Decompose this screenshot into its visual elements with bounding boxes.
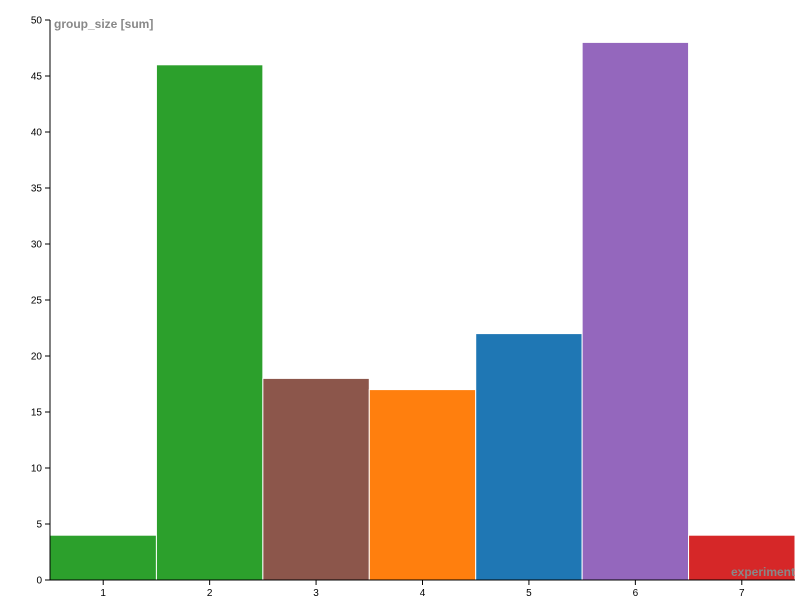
x-axis-title: experiment	[731, 565, 795, 579]
y-tick-label: 15	[31, 408, 43, 419]
x-tick-label: 6	[633, 588, 639, 599]
y-tick-label: 30	[31, 240, 43, 251]
y-tick-label: 0	[36, 576, 42, 587]
y-axis-title: group_size [sum]	[54, 17, 153, 31]
y-tick-label: 25	[31, 296, 43, 307]
y-tick-label: 40	[31, 128, 43, 139]
bar	[262, 377, 370, 581]
y-tick-label: 35	[31, 184, 43, 195]
bar	[475, 333, 583, 581]
y-tick-label: 45	[31, 72, 43, 83]
bar	[368, 389, 477, 581]
x-tick-label: 2	[207, 588, 213, 599]
y-tick-label: 20	[31, 352, 43, 363]
bar	[581, 41, 690, 581]
y-tick-label: 5	[36, 520, 42, 531]
y-tick-label: 10	[31, 464, 43, 475]
x-tick-label: 5	[526, 588, 532, 599]
x-tick-label: 7	[739, 588, 745, 599]
x-tick-label: 4	[420, 588, 426, 599]
bar	[49, 534, 157, 581]
x-tick-label: 1	[100, 588, 106, 599]
bar	[155, 64, 264, 581]
y-tick-label: 50	[31, 16, 43, 27]
x-tick-label: 3	[313, 588, 319, 599]
